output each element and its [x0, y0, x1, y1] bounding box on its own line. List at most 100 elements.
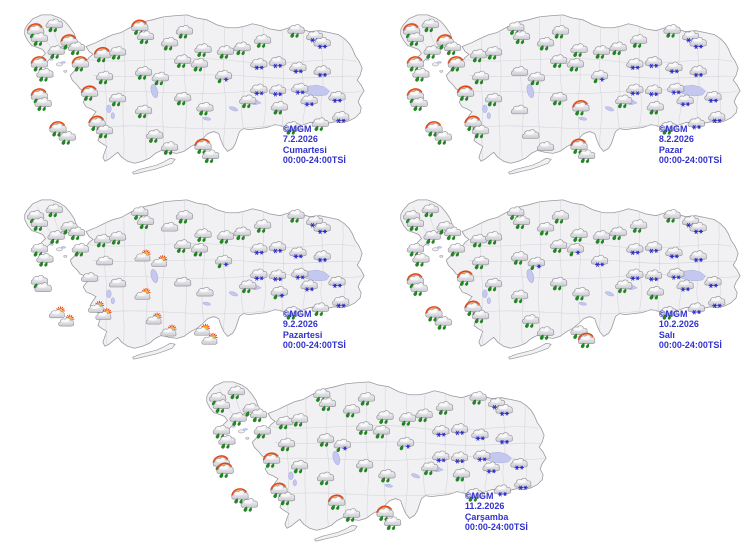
- snow-icon: [313, 36, 331, 49]
- rain-icon: [421, 203, 439, 218]
- heavy-rain-icon: [216, 462, 234, 478]
- snow-icon: [495, 403, 513, 416]
- cloudy-icon: [95, 255, 114, 266]
- rain-icon: [196, 101, 214, 116]
- rain-icon: [484, 46, 503, 60]
- map-date: 8.2.2026: [658, 134, 694, 145]
- rain-icon: [551, 25, 570, 39]
- cyprus-outline: [314, 524, 358, 542]
- rain-icon: [406, 217, 425, 231]
- cloudy-icon: [161, 221, 179, 232]
- rain-icon: [484, 92, 503, 107]
- rain-icon: [108, 231, 127, 245]
- snow-icon: [313, 65, 331, 78]
- rain-icon: [36, 68, 54, 82]
- rain-icon: [522, 314, 540, 328]
- rain-icon: [254, 34, 272, 48]
- rain-icon: [239, 279, 257, 294]
- rain-icon: [212, 399, 231, 413]
- rain-icon: [239, 94, 257, 109]
- rain-icon: [570, 228, 588, 242]
- rain-icon: [71, 243, 89, 257]
- forecast-map-day-2: ©MGM 8.2.2026 Pazar 00:00-24:00TSİ: [378, 2, 750, 185]
- rain-icon: [161, 141, 179, 155]
- snow-icon: [626, 83, 644, 96]
- rain-icon: [174, 239, 192, 253]
- rain-icon: [136, 215, 155, 230]
- map-label: ©MGM 8.2.2026 Pazar 00:00-24:00TSİ: [659, 124, 722, 166]
- rain-icon: [646, 101, 664, 115]
- sun-cloud-icon: [88, 300, 105, 313]
- rain-icon: [356, 458, 374, 473]
- cloudy-icon: [511, 104, 529, 115]
- snow-icon: [300, 94, 318, 107]
- rain-icon: [30, 32, 49, 46]
- snow-icon: [665, 61, 683, 74]
- turkey-map-svg: [400, 14, 741, 175]
- cyprus-outline: [508, 157, 552, 175]
- rain-icon: [421, 461, 439, 476]
- rain-icon: [209, 392, 227, 406]
- rain-icon: [465, 488, 484, 502]
- rain-icon: [131, 206, 149, 220]
- weather-icons: [27, 203, 350, 345]
- rain-icon: [609, 41, 627, 56]
- snow-icon: [644, 269, 663, 282]
- map-label: ©MGM 10.2.2026 Salı 00:00-24:00TSİ: [659, 309, 722, 351]
- cyprus-outline: [132, 157, 176, 175]
- rain-icon: [36, 253, 54, 267]
- rain-icon: [194, 228, 212, 242]
- heavy-rain-icon: [456, 85, 475, 101]
- rain-icon: [410, 282, 428, 296]
- rain-icon: [470, 233, 488, 248]
- rain-icon: [659, 306, 678, 320]
- map-day: Cumartesi: [282, 144, 327, 155]
- heavy-rain-icon: [570, 138, 588, 154]
- snow-icon: [514, 478, 532, 491]
- rain-icon: [175, 25, 194, 39]
- heavy-rain-icon: [93, 46, 112, 63]
- rain-icon: [415, 408, 433, 423]
- sleet-icon: [214, 69, 233, 84]
- cloudy-icon: [511, 66, 529, 76]
- snow-icon: [250, 268, 268, 281]
- snow-icon: [644, 84, 663, 97]
- map-credit: ©MGM: [282, 308, 312, 319]
- rain-icon: [283, 306, 302, 320]
- rain-icon: [95, 124, 114, 139]
- cloudy-icon: [174, 276, 192, 287]
- sun-cloud-icon: [58, 314, 75, 327]
- rain-icon: [30, 217, 49, 231]
- rain-icon: [471, 309, 490, 324]
- map-day: Pazartesi: [282, 329, 323, 340]
- snow-icon: [250, 83, 268, 96]
- island: [56, 62, 63, 67]
- rain-icon: [550, 276, 568, 291]
- rain-icon: [95, 70, 114, 85]
- snow-icon: [689, 221, 707, 234]
- cloudy-icon: [537, 141, 555, 151]
- snow-icon: [328, 276, 346, 288]
- rain-icon: [30, 243, 49, 257]
- snow-icon: [482, 461, 500, 474]
- rain-icon: [108, 92, 127, 107]
- rain-icon: [174, 54, 192, 68]
- rain-icon: [277, 437, 296, 452]
- snow-icon: [510, 458, 528, 470]
- rain-icon: [161, 36, 179, 51]
- turkey-map-svg: [24, 14, 365, 175]
- sun-cloud-icon: [95, 308, 112, 320]
- rain-icon: [434, 131, 452, 145]
- rain-icon: [47, 45, 65, 59]
- rain-icon: [444, 226, 462, 241]
- snow-icon: [313, 221, 331, 234]
- rain-icon: [216, 45, 235, 59]
- rain-icon: [233, 41, 251, 56]
- rain-icon: [630, 34, 648, 48]
- rain-icon: [201, 149, 220, 164]
- cloudy-icon: [108, 277, 127, 288]
- rain-icon: [276, 415, 294, 430]
- heavy-rain-icon: [464, 115, 482, 131]
- rain-icon: [135, 104, 153, 119]
- rain-icon: [250, 408, 268, 423]
